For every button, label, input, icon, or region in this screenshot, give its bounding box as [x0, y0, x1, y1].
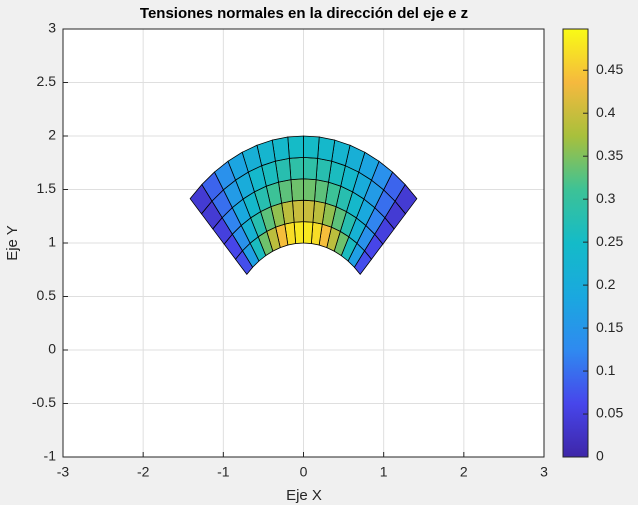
- mesh-cell: [317, 136, 336, 162]
- y-tick-label: 3: [48, 20, 56, 36]
- y-tick-label: 2.5: [37, 73, 57, 89]
- y-tick-label: 1.5: [37, 180, 57, 196]
- mesh-cell: [303, 156, 319, 181]
- x-tick-label: 2: [460, 464, 468, 480]
- chart-title: Tensiones normales en la dirección del e…: [140, 5, 468, 22]
- colorbar-tick-label: 0.25: [596, 233, 623, 249]
- y-axis-label: Eje Y: [4, 225, 21, 261]
- x-axis-label: Eje X: [286, 487, 322, 504]
- y-tick-label: -1: [44, 448, 57, 464]
- mesh-cell: [303, 135, 320, 159]
- colorbar-tick-label: 0.2: [596, 276, 616, 292]
- ticks: -3 -2 -1 0 1 2 3 -1 -0.5 0 0.5 1 1.5 2 2.5 3: [32, 20, 548, 480]
- x-tick-label: -2: [137, 464, 150, 480]
- mesh-cell: [303, 199, 315, 223]
- y-tick-label: 0: [48, 341, 56, 357]
- mesh-cell: [315, 157, 333, 183]
- mesh-cell: [288, 156, 304, 181]
- x-tick-label: 3: [540, 464, 548, 480]
- mesh-cell: [287, 135, 304, 159]
- mesh-cell: [303, 221, 314, 244]
- mesh-cell: [303, 178, 317, 202]
- x-tick-label: -3: [57, 464, 70, 480]
- y-tick-label: 0.5: [37, 287, 57, 303]
- colorbar: [562, 28, 589, 458]
- x-tick-label: -1: [217, 464, 230, 480]
- colorbar-tick-label: 0.1: [596, 362, 616, 378]
- colorbar-tick-label: 0.4: [596, 104, 616, 120]
- y-tick-label: 1: [48, 234, 56, 250]
- x-tick-label: 1: [380, 464, 388, 480]
- x-tick-label: 0: [300, 464, 308, 480]
- colorbar-tick-label: 0.15: [596, 319, 623, 335]
- colorbar-tick-label: 0.3: [596, 190, 616, 206]
- colorbar-tick-label: 0.05: [596, 405, 623, 421]
- mesh: [189, 135, 418, 275]
- colorbar-tick-label: 0.35: [596, 147, 623, 163]
- y-tick-label: 2: [48, 127, 56, 143]
- mesh-cell: [290, 178, 304, 202]
- colorbar-ticks: 0 0.05 0.1 0.15 0.2 0.25 0.3 0.35 0.4 0.45: [583, 61, 623, 464]
- colorbar-tick-label: 0.45: [596, 61, 623, 77]
- colorbar-tick-label: 0: [596, 448, 604, 464]
- mesh-cell: [189, 183, 213, 215]
- y-tick-label: -0.5: [32, 394, 56, 410]
